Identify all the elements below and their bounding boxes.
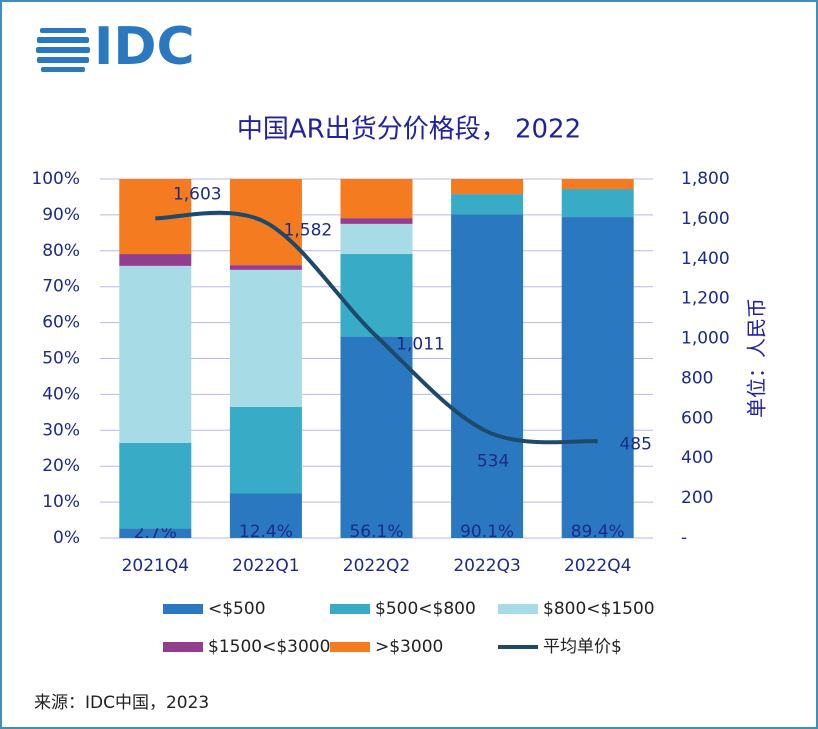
y2-tick-label: 1,200	[681, 289, 730, 309]
y-tick-label: 90%	[42, 205, 80, 225]
y2-axis-title: 单位：人民币	[745, 298, 769, 418]
legend-swatch	[330, 604, 370, 614]
bar-segment	[119, 265, 192, 443]
line-value-label: 1,011	[396, 334, 445, 354]
legend-label: <$500	[208, 599, 266, 619]
y-tick-label: 40%	[42, 384, 80, 404]
line-value-label: 1,603	[173, 184, 222, 204]
legend-swatch	[163, 642, 203, 652]
y2-tick-label: 1,600	[681, 209, 730, 229]
source-note: 来源：IDC中国，2023	[34, 693, 209, 713]
bar-segment	[119, 528, 192, 538]
y-tick-label: 20%	[42, 456, 80, 476]
y-tick-label: 50%	[42, 349, 80, 369]
x-tick-label: 2021Q4	[122, 556, 189, 576]
bar-segment	[340, 336, 413, 538]
bar-value-label: 89.4%	[571, 522, 625, 542]
bar-segment	[340, 218, 413, 224]
bar-segment	[229, 493, 302, 538]
line-value-label: 534	[477, 451, 509, 471]
legend-label: 平均单价$	[543, 637, 622, 657]
bar-segment	[340, 179, 413, 219]
legend-swatch	[498, 604, 538, 614]
legend-swatch	[163, 604, 203, 614]
bar-segment	[561, 179, 634, 190]
bar-segment	[561, 189, 634, 218]
legend-label: $500<$800	[375, 599, 476, 619]
x-tick-label: 2022Q3	[453, 556, 520, 576]
y2-tick-label: 400	[681, 448, 713, 468]
y2-tick-label: 1,800	[681, 169, 730, 189]
bar-segment	[340, 254, 413, 337]
legend-label: $800<$1500	[543, 599, 655, 619]
line-series	[155, 210, 598, 445]
y2-tick-label: 1,000	[681, 329, 730, 349]
legend-label: $1500<$3000	[208, 637, 330, 657]
logo-text: IDC	[94, 17, 195, 77]
bar-segment	[451, 214, 524, 538]
y-tick-label: 60%	[42, 313, 80, 333]
bar-value-label: 90.1%	[460, 522, 514, 542]
chart-title: 中国AR出货分价格段， 2022	[237, 115, 581, 145]
bar-segment	[229, 406, 302, 494]
x-tick-label: 2022Q1	[232, 556, 299, 576]
y-tick-label: 80%	[42, 241, 80, 261]
line-value-label: 1,582	[284, 220, 333, 240]
y2-tick-label: 200	[681, 488, 713, 508]
bar-segment	[340, 223, 413, 255]
y-tick-label: 0%	[53, 528, 80, 548]
bar-segment	[451, 194, 524, 215]
y-tick-label: 10%	[42, 492, 80, 512]
y2-tick-label: 1,400	[681, 249, 730, 269]
bar-value-label: 12.4%	[239, 522, 293, 542]
y-tick-label: 30%	[42, 420, 80, 440]
y2-tick-label: -	[681, 528, 687, 548]
line-value-label: 485	[619, 434, 651, 454]
legend-swatch	[330, 642, 370, 652]
bar-segment	[119, 442, 192, 529]
bar-segment	[229, 265, 302, 270]
y-tick-label: 70%	[42, 277, 80, 297]
x-tick-label: 2022Q4	[564, 556, 631, 576]
bar-value-label: 56.1%	[349, 522, 403, 542]
y2-tick-label: 800	[681, 368, 713, 388]
bar-segment	[229, 269, 302, 407]
logo-icon	[36, 28, 90, 72]
bar-segment	[561, 217, 634, 538]
bar-segment	[451, 179, 524, 195]
y-tick-label: 100%	[31, 169, 80, 189]
x-tick-label: 2022Q2	[343, 556, 410, 576]
bar-segment	[119, 254, 192, 266]
legend-label: >$3000	[375, 637, 443, 657]
y2-tick-label: 600	[681, 408, 713, 428]
